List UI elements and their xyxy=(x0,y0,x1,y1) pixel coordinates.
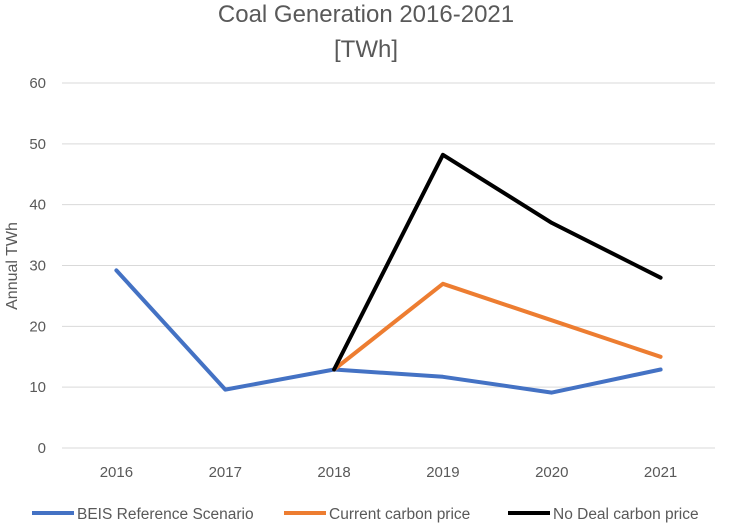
x-tick-label: 2021 xyxy=(644,464,677,481)
chart-title: Coal Generation 2016-2021 xyxy=(218,1,514,28)
series-lines xyxy=(114,152,663,395)
legend: BEIS Reference Scenario Current carbon pr… xyxy=(32,506,699,523)
y-tick-label: 10 xyxy=(29,379,46,396)
chart-subtitle: [TWh] xyxy=(334,36,398,63)
series-line-1 xyxy=(114,268,663,395)
legend-label-3: No Deal carbon price xyxy=(553,506,699,523)
y-tick-label: 50 xyxy=(29,136,46,153)
legend-label-2: Current carbon price xyxy=(329,506,470,523)
x-tick-label: 2017 xyxy=(209,464,242,481)
y-tick-label: 20 xyxy=(29,318,46,335)
y-tick-label: 0 xyxy=(38,440,46,457)
series-line-3 xyxy=(332,152,663,372)
y-tick-label: 60 xyxy=(29,75,46,92)
x-tick-label: 2016 xyxy=(100,464,133,481)
x-tick-label: 2020 xyxy=(535,464,568,481)
y-axis-label: Annual TWh xyxy=(4,222,21,310)
y-axis-ticks: 0 10 20 30 40 50 60 xyxy=(29,75,46,457)
legend-label-1: BEIS Reference Scenario xyxy=(77,506,254,523)
x-axis-ticks: 2016 2017 2018 2019 2020 2021 xyxy=(100,464,678,481)
x-tick-label: 2018 xyxy=(317,464,350,481)
y-tick-label: 40 xyxy=(29,197,46,214)
y-tick-label: 30 xyxy=(29,258,46,275)
x-tick-label: 2019 xyxy=(426,464,459,481)
series-line-2 xyxy=(332,281,663,372)
